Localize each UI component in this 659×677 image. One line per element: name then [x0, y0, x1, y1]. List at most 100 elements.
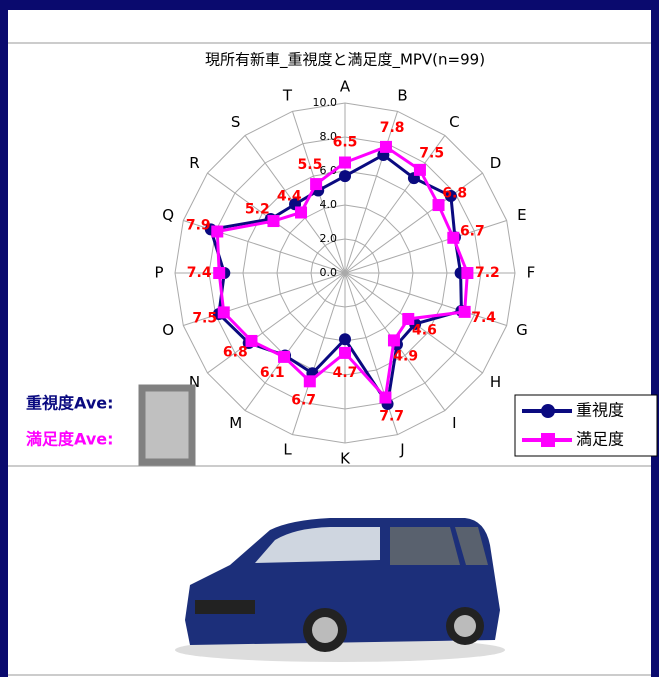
- marker: [339, 346, 351, 359]
- data-label: 7.4: [471, 310, 496, 326]
- marker: [444, 190, 457, 203]
- car-wheel: [312, 617, 338, 643]
- marker: [211, 225, 224, 238]
- data-label: 4.7: [333, 365, 358, 381]
- category-label: P: [154, 264, 163, 282]
- data-label: 7.4: [187, 265, 212, 281]
- marker: [379, 140, 392, 153]
- spoke: [344, 272, 507, 327]
- data-label: 5.2: [245, 201, 270, 217]
- marker: [402, 312, 415, 325]
- data-label: 7.8: [380, 120, 405, 136]
- radar-chart: A B C D E F G H I J K L M N O P Q R S T 0.0 2.0 4.0 6.0 8.0 10.0 6…: [154, 78, 535, 468]
- legend-label: 重視度: [576, 401, 624, 420]
- data-label: 7.2: [475, 265, 500, 281]
- legend-marker: [541, 404, 555, 418]
- category-label: A: [340, 78, 351, 96]
- marker: [339, 170, 351, 183]
- tick-label: 8.0: [320, 130, 338, 143]
- data-label: 4.4: [277, 188, 302, 204]
- car-image: [175, 518, 505, 662]
- spoke: [207, 272, 346, 374]
- category-label: Q: [162, 206, 174, 224]
- tick-label: 0.0: [320, 266, 338, 279]
- spoke: [344, 135, 446, 274]
- car-shadow: [175, 638, 505, 662]
- data-label: 6.5: [333, 135, 358, 151]
- data-label: 7.5: [419, 146, 444, 162]
- data-label: 7.5: [192, 311, 217, 327]
- spoke: [344, 219, 507, 274]
- category-label: R: [189, 154, 199, 172]
- car-wheel: [454, 615, 476, 637]
- top-bar: [0, 0, 659, 10]
- marker: [295, 206, 308, 219]
- marker: [461, 267, 474, 279]
- category-label: S: [231, 113, 241, 131]
- category-label: L: [283, 440, 292, 458]
- spoke: [344, 172, 483, 274]
- car-grille: [195, 600, 255, 614]
- category-label: C: [449, 113, 459, 131]
- car-window: [390, 527, 460, 565]
- spoke: [291, 272, 346, 435]
- tick-label: 2.0: [320, 232, 338, 245]
- marker: [432, 199, 445, 212]
- category-label: J: [399, 440, 404, 458]
- data-label: 6.8: [223, 345, 248, 361]
- chart-title: 現所有新車_重視度と満足度_MPV(n=99): [205, 51, 485, 70]
- marker: [303, 375, 316, 388]
- right-border: [651, 0, 659, 677]
- marker: [447, 231, 460, 244]
- category-label: G: [516, 321, 528, 339]
- tick-label: 10.0: [313, 96, 338, 109]
- category-label: I: [452, 414, 456, 432]
- tick-label: 6.0: [320, 164, 338, 177]
- category-label: E: [517, 206, 526, 224]
- side-label: 満足度Ave:: [26, 430, 114, 449]
- category-label: M: [229, 414, 242, 432]
- marker: [213, 267, 226, 279]
- category-label: F: [527, 264, 536, 282]
- category-label: H: [490, 373, 501, 391]
- marker: [217, 306, 230, 319]
- data-label: 7.7: [379, 409, 404, 425]
- data-label: 4.9: [393, 349, 418, 365]
- marker: [339, 333, 351, 346]
- data-label: 4.6: [412, 323, 437, 339]
- marker: [267, 215, 280, 228]
- data-label: 6.7: [460, 224, 485, 240]
- spoke: [244, 272, 346, 411]
- category-label: K: [340, 450, 351, 468]
- tick-label: 4.0: [320, 198, 338, 211]
- side-label: 重視度Ave:: [26, 394, 114, 413]
- category-label: N: [189, 373, 200, 391]
- data-label: 6.8: [442, 185, 467, 201]
- data-label: 5.5: [298, 157, 323, 173]
- marker: [379, 391, 392, 404]
- marker: [245, 334, 258, 347]
- value-box: [138, 384, 196, 466]
- marker: [387, 334, 400, 347]
- marker: [278, 350, 291, 363]
- legend-label: 満足度: [576, 430, 624, 449]
- category-label: T: [282, 87, 293, 105]
- left-border: [0, 0, 8, 677]
- spoke: [183, 272, 346, 327]
- category-label: B: [397, 87, 407, 105]
- legend-marker: [541, 433, 555, 447]
- marker: [458, 305, 471, 318]
- marker: [413, 163, 426, 176]
- data-label: 6.7: [291, 392, 316, 408]
- data-label: 7.9: [186, 217, 211, 233]
- car-window: [455, 527, 488, 565]
- category-label: O: [162, 321, 174, 339]
- car-window: [255, 527, 380, 563]
- spoke: [344, 111, 399, 274]
- marker: [310, 178, 323, 191]
- legend-box: [514, 394, 658, 457]
- data-label: 6.1: [260, 365, 285, 381]
- marker: [339, 156, 351, 169]
